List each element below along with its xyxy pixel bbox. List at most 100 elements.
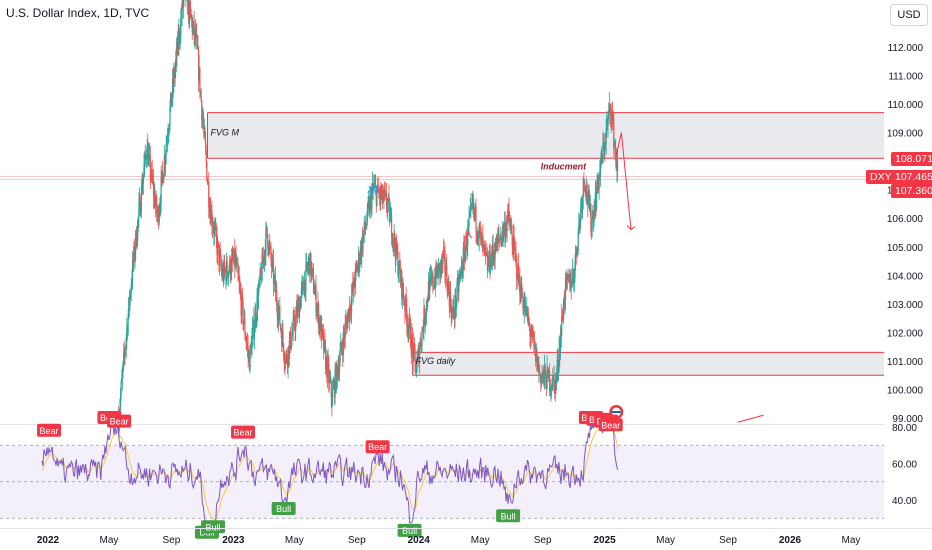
candle-body — [228, 270, 230, 272]
candle-body — [351, 284, 353, 296]
candle-body — [516, 257, 518, 279]
candle-body — [217, 241, 219, 245]
candle-body — [358, 253, 360, 268]
candle-body — [525, 307, 527, 315]
fvg-zone-1 — [412, 352, 884, 376]
rsi-tick-label: 40.00 — [892, 496, 917, 507]
candle-body — [523, 304, 525, 312]
candle-body — [469, 213, 471, 218]
candle-body — [575, 246, 577, 255]
candle-body — [527, 317, 529, 320]
candle-body — [458, 281, 460, 293]
candle-body — [247, 345, 249, 355]
candle-body — [229, 258, 231, 277]
candle-body — [440, 262, 442, 268]
candle-body — [616, 160, 619, 173]
candle-body — [225, 270, 227, 282]
candle-body — [584, 187, 586, 193]
candle-body — [215, 226, 217, 238]
candle-body — [469, 207, 471, 214]
signal-badge-bull — [271, 502, 296, 515]
candle-body — [218, 244, 220, 265]
candle-body — [451, 308, 453, 319]
candle-body — [260, 272, 263, 281]
candle-body — [562, 318, 564, 320]
candle-body — [483, 243, 485, 246]
candle-body — [197, 49, 200, 80]
candle-body — [188, 0, 190, 21]
candle-body — [601, 153, 603, 158]
candle-body — [350, 311, 352, 312]
candle-body — [613, 117, 615, 148]
candle-body — [322, 331, 324, 334]
candle-body — [320, 319, 322, 341]
candle-body — [356, 266, 358, 272]
candle-body — [136, 240, 138, 247]
candle-body — [350, 295, 353, 312]
candle-body — [304, 279, 306, 296]
candle-body — [276, 290, 278, 305]
candle-body — [340, 342, 342, 351]
candle-body — [145, 156, 147, 160]
signal-badge-bull — [496, 509, 521, 523]
candle-body — [428, 281, 430, 299]
candle-body — [541, 376, 543, 378]
candle-body — [276, 304, 278, 316]
candle-body — [173, 71, 176, 78]
candle-body — [363, 221, 365, 234]
candle-body — [526, 306, 529, 320]
candle-body — [216, 237, 218, 255]
candle-body — [175, 48, 177, 60]
candle-body — [429, 276, 431, 299]
candle-body — [382, 186, 384, 202]
candle-body — [147, 145, 149, 166]
candle-body — [448, 290, 450, 308]
candle-body — [209, 209, 211, 215]
candle-body — [595, 191, 597, 208]
candle-body — [271, 259, 273, 268]
candle-body — [587, 198, 589, 206]
candle-body — [616, 160, 618, 171]
candle-body — [530, 336, 532, 337]
candle-body — [513, 235, 515, 244]
candle-body — [274, 276, 276, 277]
candle-body — [319, 319, 322, 331]
candle-body — [149, 153, 151, 156]
candle-body — [602, 142, 604, 162]
candle-body — [166, 138, 169, 140]
candle-body — [293, 315, 296, 328]
candle-body — [203, 127, 205, 129]
candle-body — [132, 259, 134, 263]
price-tick-label: 100.000 — [887, 385, 924, 396]
candle-body — [387, 195, 390, 202]
candle-body — [550, 386, 553, 389]
candle-body — [250, 345, 252, 347]
candle-body — [304, 279, 306, 292]
candle-body — [524, 302, 526, 305]
candle-body — [447, 281, 449, 296]
candle-body — [612, 117, 614, 119]
candle-body — [397, 273, 400, 276]
candle-body — [491, 254, 493, 261]
currency-button[interactable]: USD — [890, 4, 928, 26]
candle-body — [515, 252, 517, 258]
candle-body — [272, 259, 274, 262]
candle-body — [328, 376, 330, 383]
candle-body — [331, 389, 334, 406]
candle-body — [323, 333, 325, 351]
candle-body — [169, 106, 171, 125]
candle-body — [215, 226, 217, 228]
candle-body — [467, 225, 469, 245]
candle-body — [135, 231, 137, 251]
candle-body — [300, 296, 302, 310]
candle-body — [264, 250, 266, 257]
candle-body — [586, 184, 588, 199]
candle-body — [383, 190, 385, 199]
candle-body — [486, 254, 488, 256]
candle-body — [161, 170, 163, 174]
candle-body — [306, 262, 308, 269]
candle-body — [240, 294, 242, 315]
candle-body — [187, 0, 189, 15]
candle-body — [295, 315, 297, 331]
